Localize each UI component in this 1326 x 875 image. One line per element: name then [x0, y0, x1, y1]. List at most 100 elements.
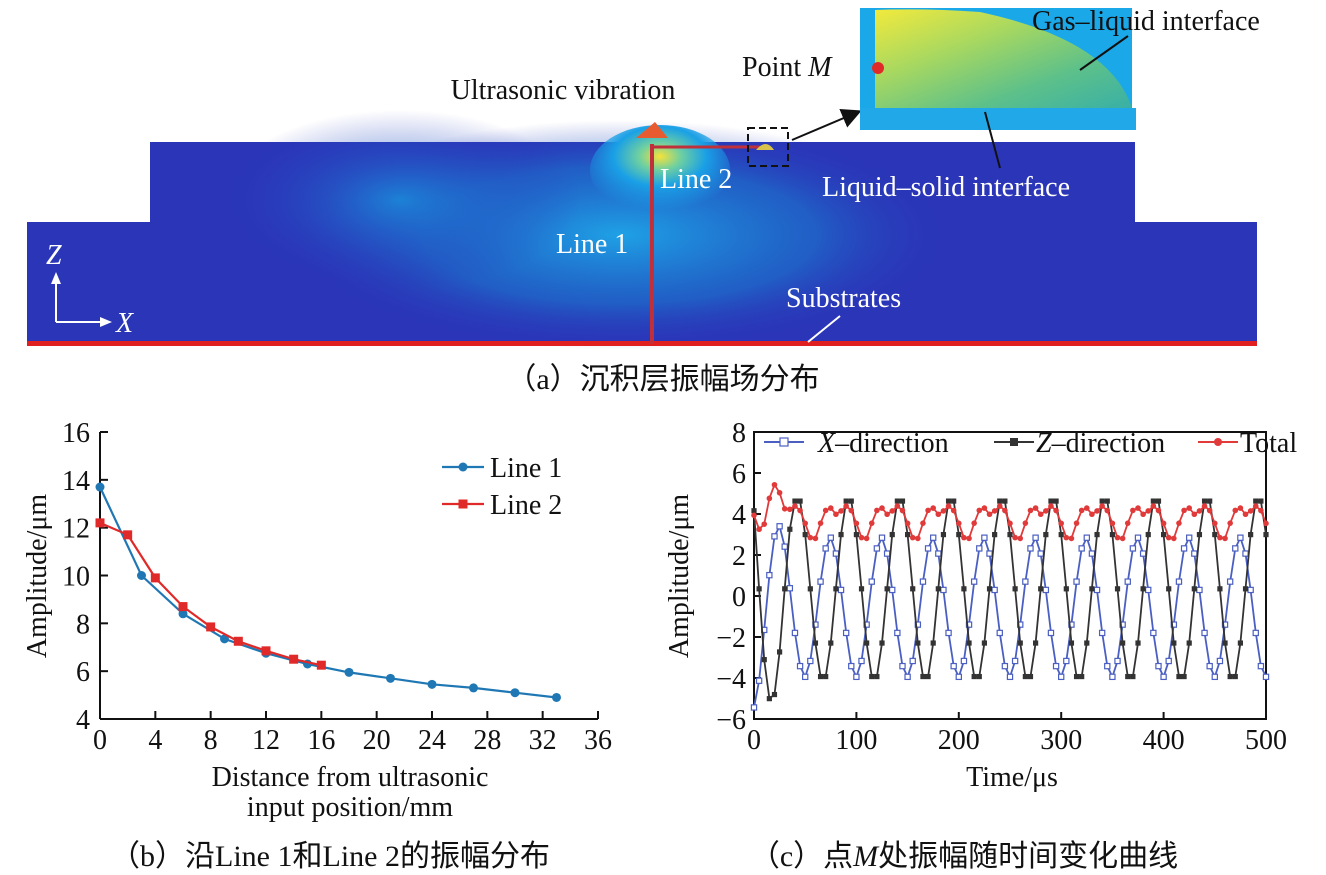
data-point: [1201, 498, 1208, 504]
data-point: [1073, 578, 1080, 585]
data-point: [1057, 673, 1065, 681]
legend-marker: [1214, 438, 1222, 446]
data-point: [1160, 673, 1167, 681]
data-point: [879, 505, 885, 511]
data-point: [1043, 508, 1049, 514]
data-point: [950, 507, 957, 514]
data-point: [828, 505, 834, 511]
data-point: [843, 498, 849, 504]
data-point: [894, 503, 901, 509]
data-point: [868, 520, 875, 526]
data-point: [822, 507, 829, 514]
data-point: [1253, 498, 1259, 504]
data-point: [552, 692, 561, 702]
data-point: [1165, 534, 1172, 541]
label-liquid-solid: Liquid–solid interface: [822, 172, 1070, 203]
label-line2: Line 2: [660, 164, 732, 195]
data-point: [930, 640, 936, 646]
data-point: [1125, 673, 1131, 680]
data-point: [1068, 640, 1075, 646]
data-point: [1078, 545, 1085, 552]
data-point: [1007, 532, 1013, 538]
data-point: [1222, 640, 1228, 646]
data-point: [1207, 498, 1213, 504]
data-point: [971, 520, 977, 526]
substrate-boundary: [27, 341, 1257, 346]
data-point: [827, 534, 835, 541]
data-point: [1022, 520, 1029, 526]
data-point: [792, 503, 798, 509]
data-point: [961, 534, 967, 541]
data-point: [976, 673, 982, 680]
y-tick-label: 12: [62, 514, 90, 545]
data-point: [220, 634, 229, 644]
data-point: [812, 535, 819, 542]
data-point: [884, 511, 890, 518]
data-point: [1089, 586, 1095, 592]
data-point: [95, 482, 105, 492]
data-point: [935, 550, 942, 557]
data-point: [817, 673, 824, 680]
substrates-leader: [807, 315, 841, 343]
data-point: [1248, 532, 1254, 538]
data-point: [1185, 534, 1193, 541]
data-point: [976, 507, 983, 514]
panel-a-labels: Ultrasonic vibration Point M Gas–liquid …: [46, 6, 1260, 396]
data-point: [1119, 535, 1126, 542]
data-point: [1166, 586, 1172, 592]
data-point: [1130, 673, 1136, 680]
data-point: [1247, 508, 1254, 514]
data-point: [966, 640, 972, 646]
gas-liquid-leader: [1079, 35, 1129, 71]
data-point: [1037, 550, 1044, 557]
data-point: [1012, 534, 1018, 541]
data-point: [1094, 508, 1100, 514]
label-axis-z: Z: [46, 240, 62, 271]
data-point: [1042, 586, 1050, 594]
data-point: [1011, 657, 1019, 665]
data-point: [1124, 520, 1131, 526]
data-point: [1165, 657, 1172, 665]
data-point: [945, 503, 952, 509]
zoom-arrow: [791, 109, 862, 141]
data-point: [756, 586, 762, 592]
data-point: [1232, 545, 1239, 552]
x-tick-label: 400: [1143, 725, 1185, 756]
data-point: [1258, 498, 1264, 504]
data-point: [1104, 498, 1110, 504]
droplet-small: [756, 144, 774, 150]
inset-droplet: [860, 8, 1136, 130]
data-point: [178, 609, 188, 619]
inset-substrate: [860, 108, 1136, 130]
data-point: [1109, 673, 1116, 681]
data-point: [1145, 508, 1152, 514]
data-point: [289, 654, 299, 664]
data-point: [1262, 673, 1270, 681]
data-point: [1043, 532, 1049, 538]
data-point: [787, 506, 793, 513]
data-point: [1140, 586, 1146, 592]
x-tick-label: 36: [584, 725, 612, 756]
data-point: [782, 586, 788, 592]
data-point: [1242, 586, 1249, 592]
data-point: [206, 622, 216, 632]
x-tick-label: 16: [307, 725, 335, 756]
data-point: [904, 520, 911, 527]
plot-frame: [753, 431, 1267, 720]
data-point: [848, 507, 855, 514]
x-tick-label: 20: [363, 725, 391, 756]
data-point: [1063, 534, 1070, 541]
field-glow-left: [220, 110, 580, 290]
data-point: [812, 640, 819, 646]
data-point: [1181, 507, 1187, 514]
x-axis-label: Distance from ultrasonic: [212, 762, 489, 793]
data-point: [924, 545, 932, 552]
data-point: [1212, 520, 1218, 527]
data-point: [1048, 498, 1054, 504]
data-point: [1027, 673, 1034, 680]
data-point: [955, 673, 963, 681]
data-point: [1150, 498, 1156, 504]
data-point: [1258, 507, 1264, 514]
legend-marker: [458, 499, 468, 509]
data-point: [796, 662, 804, 670]
